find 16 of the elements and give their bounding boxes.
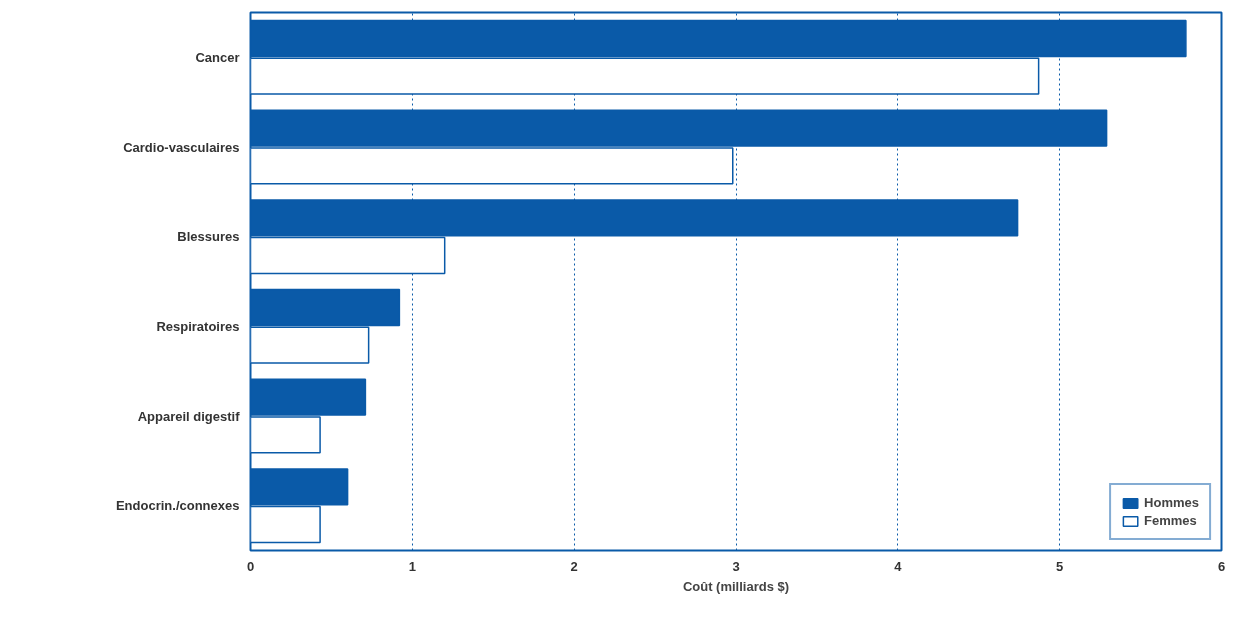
- y-tick-label: Blessures: [177, 229, 240, 245]
- y-tick-label: Respiratoires: [156, 318, 240, 334]
- x-tick-label: 4: [894, 558, 903, 574]
- x-tick-label: 0: [246, 558, 255, 574]
- y-tick-label: Cancer: [195, 49, 240, 65]
- y-tick-label: Appareil digestif: [137, 408, 241, 424]
- x-tick-label: 1: [408, 558, 416, 574]
- legend-label: Femmes: [1144, 513, 1197, 528]
- x-axis-title: Coût (milliards $): [682, 578, 790, 594]
- legend-label: Hommes: [1144, 495, 1199, 510]
- y-tick-label: Cardio-vasculaires: [123, 139, 240, 155]
- y-tick-label: Endocrin./connexes: [115, 498, 240, 514]
- x-tick-label: 3: [732, 558, 740, 574]
- x-tick-label: 6: [1217, 558, 1226, 574]
- x-tick-label: 5: [1056, 558, 1064, 574]
- x-tick-label: 2: [570, 558, 578, 574]
